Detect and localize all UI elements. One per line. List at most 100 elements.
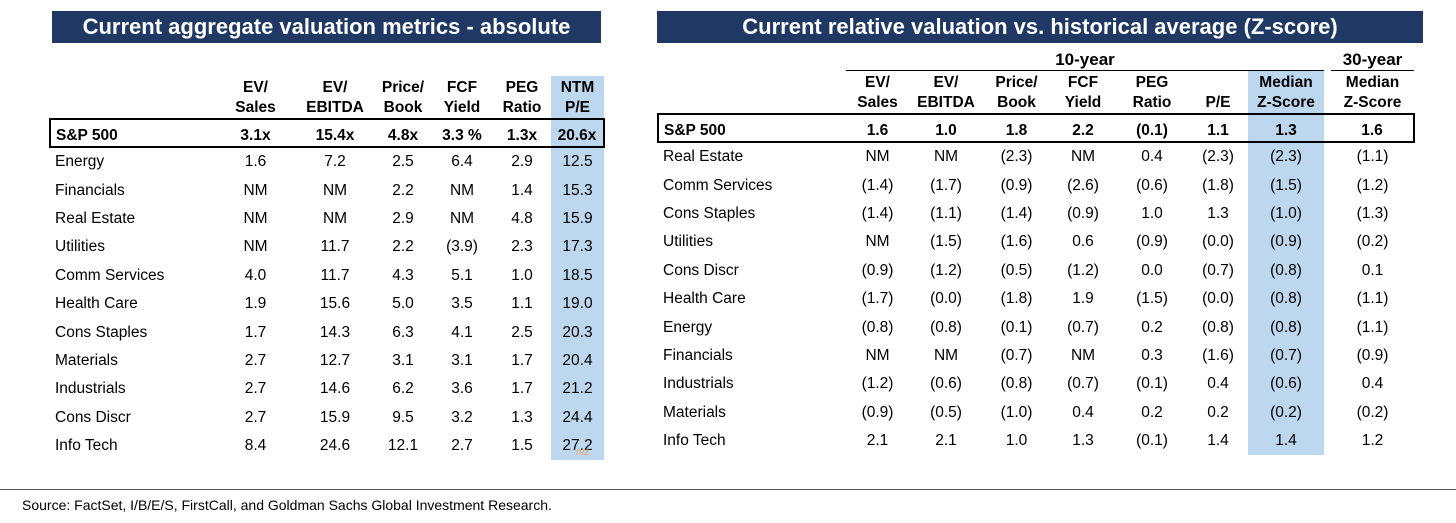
column-header: EV/Sales	[857, 74, 898, 111]
sector-name: Real Estate	[55, 209, 136, 227]
table-row: Industrials (1.2) (0.6) (0.8) (0.7) (0.1) 0.4 (…	[658, 370, 1414, 399]
sector-name: Industrials	[663, 375, 734, 393]
table-cell: 24.6	[319, 437, 351, 455]
table-cell-highlighted: (1.0)	[1248, 199, 1324, 229]
table-cell: 0.4	[1207, 375, 1229, 393]
table-cell: 2.5	[511, 323, 533, 341]
table-cell: 0.2	[1141, 318, 1163, 336]
zscore-valuation-table: 10-year 30-year EV/Sales EV/EBITDA Price…	[657, 48, 1415, 456]
table-cell: NM	[243, 209, 268, 227]
table-cell-highlighted: 20.4	[551, 346, 604, 376]
column-header: FCF Yield	[1064, 74, 1102, 111]
table-cell: (1.6)	[1000, 233, 1033, 251]
table-row: Industrials 2.7 14.6 6.2 3.6 1.7 21.2	[50, 375, 604, 404]
table-cell: (1.4)	[861, 176, 894, 194]
table-cell: 1.4	[511, 181, 533, 199]
table-cell: 3.6	[451, 380, 473, 398]
table-cell-highlighted: 19.0	[551, 289, 604, 319]
column-header-highlighted: Median Z-Score	[1248, 70, 1324, 114]
table-cell: (0.9)	[1356, 346, 1389, 364]
table-cell: 1.2	[1361, 432, 1384, 450]
table-cell: 2.3	[511, 238, 533, 256]
table-cell: (0.6)	[930, 375, 962, 393]
column-header: EV/EBITDA	[306, 79, 364, 116]
watermark: mz	[576, 447, 590, 458]
table-cell: NM	[865, 233, 890, 251]
table-cell: (1.0)	[1000, 403, 1033, 421]
table-cell: 7.2	[324, 153, 346, 171]
source-note: Source: FactSet, I/B/E/S, FirstCall, and…	[22, 497, 552, 513]
table-cell: (0.2)	[1356, 403, 1389, 421]
index-name: S&P 500	[657, 113, 846, 143]
table-cell-highlighted: (0.6)	[1248, 370, 1324, 399]
table-row: Health Care 1.9 15.6 5.0 3.5 1.1 19.0	[50, 289, 604, 319]
index-value: 1.3x	[493, 118, 551, 148]
index-value: 1.0	[909, 113, 983, 143]
right-header-row: EV/Sales EV/EBITDA Price/Book FCF Yield P…	[658, 70, 1414, 115]
table-cell: NM	[243, 181, 268, 199]
table-cell: 1.9	[244, 295, 267, 313]
sector-column-header	[658, 71, 846, 115]
table-cell: 14.3	[319, 323, 351, 341]
sector-name: Info Tech	[55, 437, 118, 455]
table-cell-highlighted: 1.4	[1248, 426, 1324, 456]
index-row: S&P 500 3.1x 15.4x 4.8x 3.3 % 1.3x 20.6x	[49, 118, 605, 148]
index-value: 15.4x	[295, 118, 375, 148]
column-header: Median Z-Score	[1343, 74, 1402, 111]
table-row: Info Tech 2.1 2.1 1.0 1.3 (0.1) 1.4 1.4 1.2	[658, 426, 1414, 456]
table-cell: 3.1	[392, 351, 414, 369]
table-cell: (0.9)	[1000, 176, 1033, 194]
table-cell: 2.9	[392, 209, 414, 227]
sector-name: Cons Discr	[663, 261, 739, 279]
table-cell: NM	[449, 181, 475, 199]
table-row: Financials NM NM (0.7) NM 0.3 (1.6) (0.7) (0.9)	[658, 341, 1414, 371]
sector-name: Utilities	[55, 238, 105, 256]
sector-name: Info Tech	[663, 432, 726, 450]
table-cell-highlighted: (0.9)	[1248, 228, 1324, 257]
table-cell: 0.6	[1072, 233, 1094, 251]
table-cell: (0.9)	[1136, 233, 1168, 251]
table-cell-highlighted: 17.3	[551, 233, 604, 262]
table-row: Utilities NM (1.5) (1.6) 0.6 (0.9) (0.0) (0.9) (…	[658, 228, 1414, 257]
table-cell-highlighted: 15.3	[551, 176, 604, 205]
table-cell-highlighted: 18.5	[551, 261, 604, 290]
sector-name: Cons Staples	[55, 323, 148, 341]
table-cell: 6.4	[451, 153, 473, 171]
table-row: Real Estate NM NM 2.9 NM 4.8 15.9	[50, 204, 604, 234]
sector-name: Health Care	[663, 290, 746, 308]
table-cell: (0.7)	[1000, 346, 1033, 364]
table-cell: 2.7	[244, 408, 267, 426]
table-cell-highlighted: (0.8)	[1248, 256, 1324, 285]
table-cell: (2.3)	[1000, 148, 1033, 166]
table-cell: 12.1	[387, 437, 419, 455]
table-row: Comm Services (1.4) (1.7) (0.9) (2.6) (0.6) (1…	[658, 171, 1414, 200]
table-cell: (0.5)	[930, 403, 962, 421]
table-row: Cons Staples 1.7 14.3 6.3 4.1 2.5 20.3	[50, 318, 604, 347]
table-cell-highlighted: (0.7)	[1248, 341, 1324, 371]
table-cell: NM	[449, 209, 475, 227]
index-value-highlighted: 1.3	[1248, 113, 1324, 143]
table-cell: 0.2	[1207, 403, 1229, 421]
table-cell: 1.7	[511, 351, 533, 369]
table-cell: (0.1)	[1136, 432, 1168, 450]
table-cell: (0.0)	[1202, 233, 1234, 251]
group-header-row: 10-year 30-year	[658, 48, 1414, 71]
sector-name: Cons Discr	[55, 408, 131, 426]
index-value: 3.3 %	[431, 118, 493, 148]
table-cell: (1.7)	[930, 176, 962, 194]
table-row: Energy (0.8) (0.8) (0.1) (0.7) 0.2 (0.8) (0.8) (…	[658, 313, 1414, 342]
index-name: S&P 500	[49, 118, 216, 148]
table-cell: (0.2)	[1356, 233, 1389, 251]
column-header: Price/Book	[995, 74, 1038, 111]
table-row: Materials (0.9) (0.5) (1.0) 0.4 0.2 0.2 (0.2) (0…	[658, 398, 1414, 427]
table-cell: (1.7)	[861, 290, 894, 308]
table-cell: 4.3	[392, 266, 414, 284]
sector-name: Comm Services	[663, 176, 773, 194]
footer-divider	[0, 489, 1456, 490]
table-cell: (1.5)	[1136, 290, 1168, 308]
left-header-row: EV/Sales EV/EBITDA Price/Book FCF Yield P…	[50, 76, 604, 119]
table-cell: NM	[865, 148, 890, 166]
table-row: Info Tech 8.4 24.6 12.1 2.7 1.5 27.2	[50, 431, 604, 461]
absolute-valuation-table: EV/Sales EV/EBITDA Price/Book FCF Yield P…	[49, 76, 605, 461]
index-value: 1.6	[1331, 113, 1415, 143]
